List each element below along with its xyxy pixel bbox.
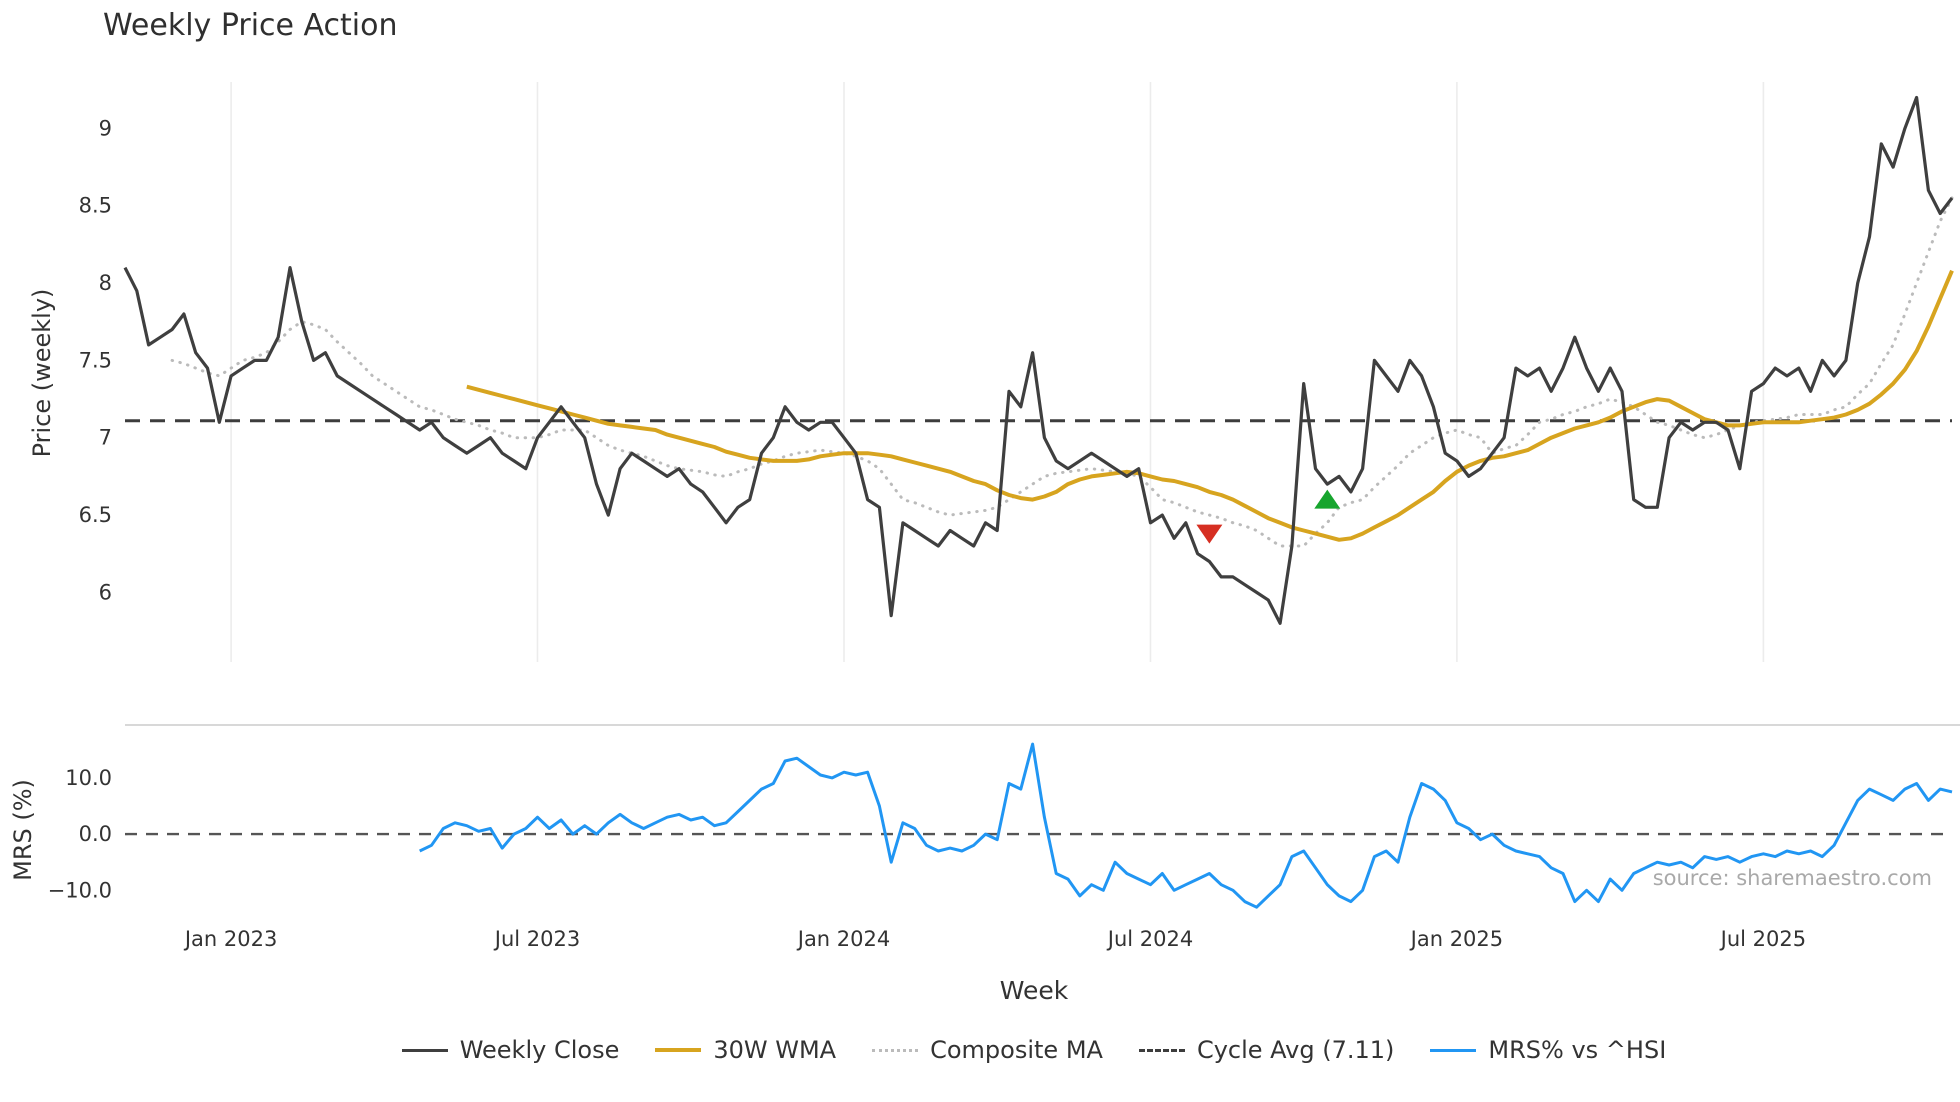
weekly-close-line	[123, 95, 1954, 625]
mrs-y-tick-label: 10.0	[65, 766, 112, 790]
price-y-tick-label: 9	[99, 116, 112, 140]
composite-ma-line-icon	[872, 1048, 919, 1052]
mrs-axis-label: MRS (%)	[9, 779, 37, 881]
legend-label-30w-wma: 30W WMA	[713, 1036, 837, 1064]
source-watermark: source: sharemaestro.com	[1652, 866, 1932, 890]
x-tick-label: Jan 2024	[796, 927, 891, 951]
mrs-line-icon	[1430, 1048, 1477, 1052]
legend-label-mrs: MRS% vs ^HSI	[1488, 1036, 1667, 1064]
mrs-y-tick-label: −10.0	[48, 878, 112, 902]
buy-marker-icon	[1314, 489, 1341, 509]
x-tick-label: Jul 2025	[1719, 927, 1806, 951]
price-y-tick-label: 6	[99, 580, 112, 604]
mrs-line	[419, 742, 1953, 909]
legend-item-cycle-avg: Cycle Avg (7.11)	[1138, 1036, 1395, 1064]
legend-item-weekly-close: Weekly Close	[401, 1036, 620, 1064]
price-y-tick-label: 6.5	[79, 503, 112, 527]
wma30-line-icon	[655, 1048, 702, 1052]
legend-item-30w-wma: 30W WMA	[655, 1036, 836, 1064]
price-y-tick-label: 7.5	[79, 348, 112, 372]
legend-label-cycle-avg: Cycle Avg (7.11)	[1196, 1036, 1395, 1064]
chart-legend: Weekly Close 30W WMA Composite MA Cycle …	[116, 1036, 1952, 1064]
x-tick-label: Jan 2025	[1409, 927, 1504, 951]
sell-marker-icon	[1196, 524, 1223, 544]
mrs-y-tick-label: 0.0	[79, 822, 112, 846]
legend-label-composite-ma: Composite MA	[930, 1036, 1103, 1064]
cycle-avg-line-icon	[1138, 1048, 1185, 1052]
x-tick-label: Jul 2023	[493, 927, 580, 951]
price-axis-label: Price (weekly)	[28, 288, 56, 458]
x-tick-label: Jul 2024	[1106, 927, 1193, 951]
x-tick-label: Jan 2023	[183, 927, 278, 951]
weekly-close-line-icon	[401, 1048, 448, 1052]
price-y-tick-label: 8.5	[79, 194, 112, 218]
legend-item-mrs: MRS% vs ^HSI	[1430, 1036, 1666, 1064]
price-y-tick-label: 8	[99, 271, 112, 295]
x-axis-label: Week	[999, 976, 1069, 1005]
chart-title: Weekly Price Action	[103, 8, 398, 43]
price-y-tick-label: 7	[99, 426, 112, 450]
legend-label-weekly-close: Weekly Close	[459, 1036, 620, 1064]
legend-item-composite-ma: Composite MA	[872, 1036, 1103, 1064]
wma30-line	[466, 269, 1954, 542]
composite-ma-line	[170, 196, 1954, 548]
